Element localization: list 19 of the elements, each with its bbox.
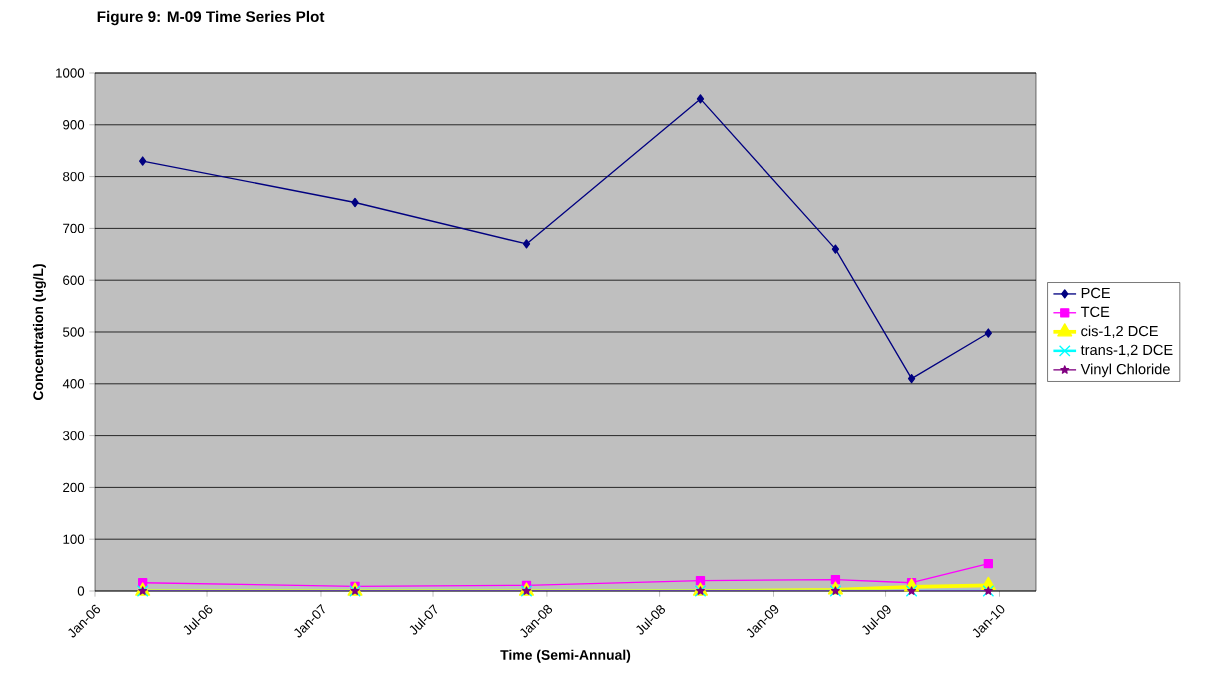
legend-label: trans-1,2 DCE — [1080, 344, 1173, 357]
y-tick-label: 800 — [63, 171, 85, 182]
x-axis-title: Time (Semi-Annual) — [500, 649, 631, 663]
legend-label: cis-1,2 DCE — [1081, 325, 1158, 338]
y-tick-label: 500 — [63, 327, 85, 337]
y-axis-title: Concentration (ug/L) — [32, 264, 46, 400]
y-tick-label: 900 — [63, 120, 85, 130]
y-tick-label: 0 — [77, 586, 85, 596]
y-tick-label: 200 — [63, 482, 85, 493]
y-tick-label: 300 — [62, 430, 85, 441]
y-tick-label: 700 — [63, 223, 85, 234]
y-tick-label: 600 — [63, 275, 85, 285]
legend-label: PCE — [1081, 287, 1110, 299]
legend-label: Vinyl Chloride — [1080, 363, 1170, 378]
y-tick-label: 400 — [62, 379, 85, 389]
chart-title: Figure 9: M-09 Time Series Plot — [97, 10, 325, 26]
legend-label: TCE — [1080, 306, 1110, 318]
y-tick-label: 1000 — [56, 68, 85, 78]
y-tick-label: 100 — [63, 534, 85, 544]
